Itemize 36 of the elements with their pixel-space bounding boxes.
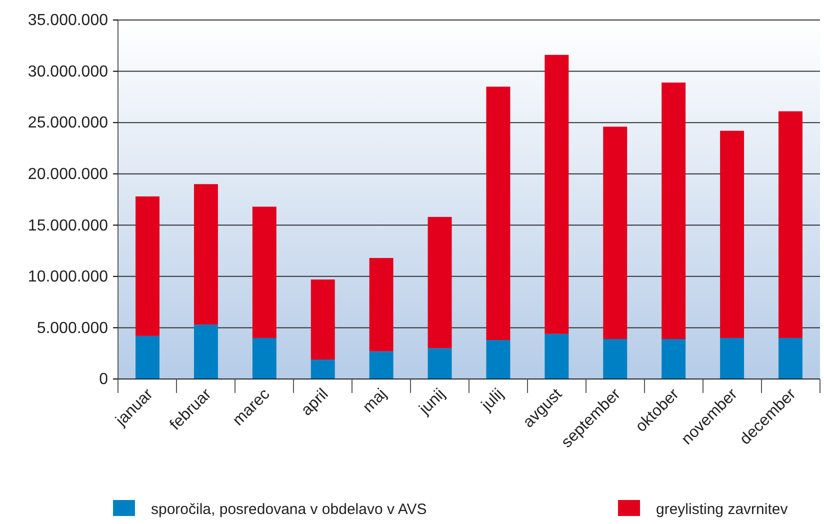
bar <box>662 82 686 339</box>
y-tick-label: 5.000.000 <box>36 320 108 337</box>
bar <box>544 54 569 334</box>
bar <box>194 184 218 325</box>
y-tick-label: 15.000.000 <box>28 217 108 234</box>
bar <box>662 338 686 379</box>
bar <box>194 324 218 379</box>
x-tick-label: maj <box>360 386 390 416</box>
bar <box>369 351 394 379</box>
bar <box>428 216 452 348</box>
bar <box>136 336 160 379</box>
x-tick-label: julij <box>478 386 508 415</box>
bar <box>720 338 744 379</box>
bar <box>544 334 569 379</box>
bar <box>603 338 628 379</box>
bar <box>720 130 744 338</box>
bar <box>486 340 510 379</box>
bar <box>603 126 628 339</box>
bar <box>486 86 510 340</box>
bar <box>369 258 394 352</box>
bar <box>778 338 802 379</box>
bar <box>310 280 335 360</box>
bar <box>310 360 335 379</box>
legend-label: greylisting zavrnitev <box>656 501 788 518</box>
bar <box>252 338 276 379</box>
bar <box>252 206 276 338</box>
bar <box>778 111 802 338</box>
y-tick-label: 20.000.000 <box>28 166 108 183</box>
y-tick-label: 0 <box>99 371 108 388</box>
legend-label: sporočila, posredovana v obdelavo v AVS <box>151 501 427 518</box>
bar <box>136 196 160 336</box>
y-tick-label: 35.000.000 <box>28 12 108 30</box>
y-tick-label: 30.000.000 <box>28 63 108 80</box>
y-tick-label: 25.000.000 <box>28 114 108 132</box>
y-tick-label: 10.000.000 <box>28 268 108 286</box>
bar <box>428 348 452 379</box>
